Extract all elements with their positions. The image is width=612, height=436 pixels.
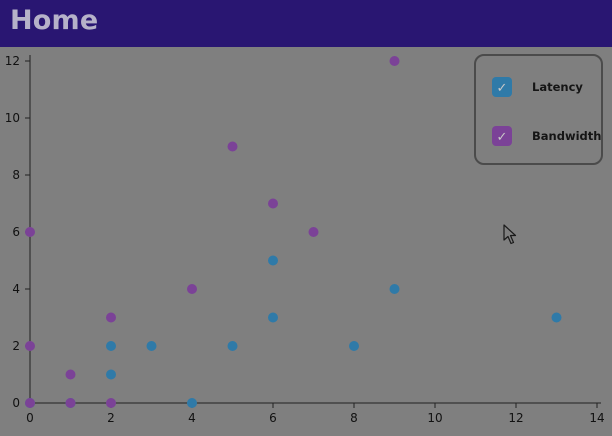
- bandwidth-point: [389, 56, 400, 66]
- bandwidth-point: [308, 227, 319, 237]
- page-title: Home: [10, 5, 99, 36]
- bandwidth-point: [106, 398, 116, 408]
- y-tick-label: 2: [12, 339, 20, 353]
- latency-point: [268, 312, 278, 323]
- bandwidth-point: [106, 312, 116, 323]
- bandwidth-point: [25, 398, 35, 408]
- bandwidth-point: [268, 198, 278, 209]
- chart-marks: [25, 56, 562, 408]
- bandwidth-checkbox[interactable]: ✓: [492, 126, 512, 146]
- chart-axes: 0 2 4 6 8 10 12 14 0 2 4 6 8 10 12: [5, 54, 605, 425]
- legend-item-latency[interactable]: ✓ Latency: [492, 76, 583, 98]
- y-tick-label: 10: [5, 111, 20, 125]
- mouse-cursor-icon: [503, 224, 517, 245]
- x-tick-label: 12: [508, 411, 523, 425]
- scatter-chart: 0 2 4 6 8 10 12 14 0 2 4 6 8 10 12: [5, 54, 605, 425]
- latency-point: [268, 255, 278, 266]
- bandwidth-point: [65, 398, 76, 408]
- x-tick-label: 2: [107, 411, 115, 425]
- bandwidth-point: [227, 141, 238, 152]
- legend-item-bandwidth[interactable]: ✓ Bandwidth: [492, 125, 601, 147]
- latency-point: [106, 341, 116, 351]
- y-tick-label: 8: [12, 168, 20, 182]
- x-tick-label: 6: [269, 411, 277, 425]
- y-tick-label: 12: [5, 54, 20, 68]
- x-tick-label: 10: [427, 411, 442, 425]
- x-tick-label: 4: [188, 411, 196, 425]
- latency-checkbox[interactable]: ✓: [492, 77, 512, 97]
- x-tick-label: 8: [350, 411, 358, 425]
- x-tick-label: 0: [26, 411, 34, 425]
- bandwidth-point: [65, 369, 76, 380]
- bandwidth-point: [25, 227, 35, 237]
- check-icon: ✓: [496, 79, 508, 95]
- latency-point: [227, 341, 238, 351]
- latency-point: [187, 398, 197, 408]
- y-tick-label: 0: [12, 396, 20, 410]
- latency-point: [349, 341, 359, 351]
- bandwidth-point: [187, 284, 197, 294]
- latency-point: [106, 369, 116, 380]
- latency-point: [551, 312, 562, 323]
- x-tick-label: 14: [589, 411, 604, 425]
- y-tick-label: 6: [12, 225, 20, 239]
- legend-label-latency: Latency: [532, 80, 583, 94]
- latency-point: [146, 341, 157, 351]
- check-icon: ✓: [496, 128, 508, 144]
- bandwidth-point: [25, 341, 35, 351]
- legend-label-bandwidth: Bandwidth: [532, 129, 602, 143]
- app-header: Home: [0, 0, 612, 47]
- y-tick-label: 4: [12, 282, 20, 296]
- latency-point: [389, 284, 400, 294]
- chart-legend: ✓ Latency ✓ Bandwidth: [474, 54, 603, 165]
